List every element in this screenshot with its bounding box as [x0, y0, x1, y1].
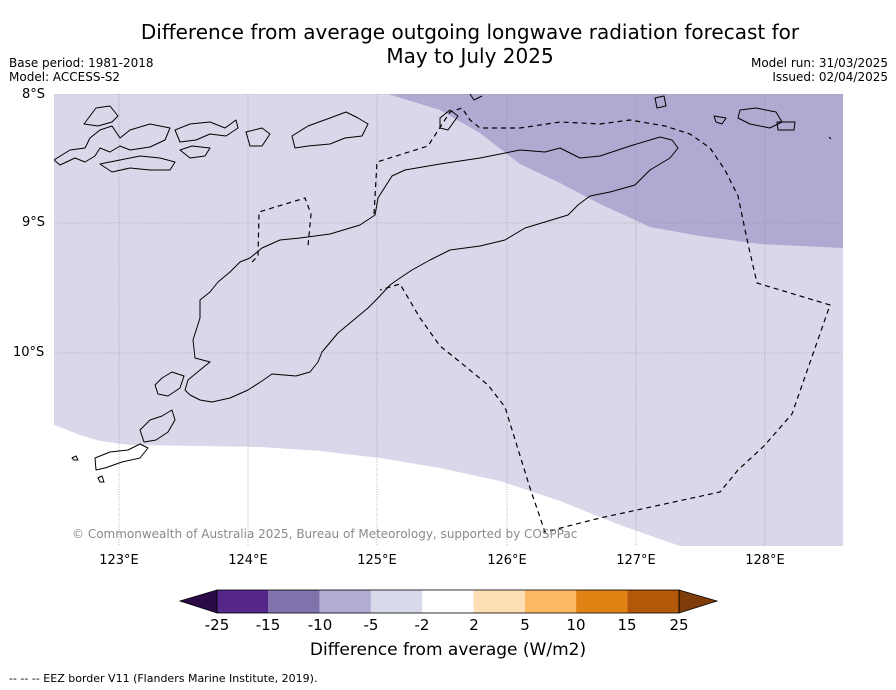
lat-label-8s: 8°S — [22, 87, 46, 102]
colorbar-tick: -10 — [307, 616, 333, 634]
colorbar-band — [473, 590, 525, 613]
lat-label-10s: 10°S — [13, 345, 45, 360]
colorbar-band — [422, 590, 474, 613]
colorbar-band — [268, 590, 320, 613]
lon-label-125e: 125°E — [357, 553, 397, 568]
copyright-notice: © Commonwealth of Australia 2025, Bureau… — [72, 527, 578, 541]
colorbar-band — [627, 590, 679, 613]
colorbar-tick: 5 — [520, 616, 530, 634]
colorbar-max-arrow — [678, 589, 719, 614]
lon-label-126e: 126°E — [487, 553, 527, 568]
title-line-1: Difference from average outgoing longwav… — [140, 20, 800, 44]
meta-left: Base period: 1981-2018 Model: ACCESS-S2 — [9, 56, 154, 84]
colorbar-tick: -2 — [414, 616, 430, 634]
colorbar-tick: 2 — [469, 616, 479, 634]
eez-border-central — [373, 107, 831, 533]
colorbar-band — [524, 590, 577, 613]
graticule — [54, 94, 843, 546]
eez-border-north — [251, 197, 312, 263]
eez-legend-note: -- -- -- EEZ border V11 (Flanders Marine… — [9, 672, 318, 685]
colorbar-tick: -15 — [255, 616, 281, 634]
base-period: Base period: 1981-2018 — [9, 56, 154, 70]
colorbar-tick: -25 — [204, 616, 230, 634]
colorbar-band — [319, 590, 371, 613]
rote-island-outline — [154, 371, 185, 397]
model-run: Model run: 31/03/2025 — [750, 56, 888, 70]
eez-borders — [251, 107, 831, 533]
colorbar-band — [217, 590, 269, 613]
meta-right: Model run: 31/03/2025 Issued: 02/04/2025 — [751, 56, 888, 84]
colorbar-tick: 10 — [566, 616, 586, 634]
northern-islands-outline — [54, 123, 171, 166]
colorbar-band — [576, 590, 628, 613]
title-line-2: May to July 2025 — [386, 44, 554, 68]
colorbar-tick: 25 — [669, 616, 689, 634]
lon-label-124e: 124°E — [228, 553, 268, 568]
colorbar-graphic — [178, 589, 719, 614]
issued-date: Issued: 02/04/2025 — [772, 70, 888, 84]
lon-label-123e: 123°E — [99, 553, 139, 568]
model-name: Model: ACCESS-S2 — [9, 70, 121, 84]
colorbar-tick: 15 — [617, 616, 637, 634]
coastlines — [54, 94, 832, 483]
anomaly-band-neutral — [54, 425, 680, 546]
colorbar-tick: -5 — [363, 616, 379, 634]
lon-label-128e: 128°E — [745, 553, 785, 568]
lat-label-9s: 9°S — [22, 215, 46, 230]
colorbar-min-arrow — [178, 589, 218, 614]
colorbar-label: Difference from average (W/m2) — [309, 640, 587, 660]
lon-label-127e: 127°E — [616, 553, 656, 568]
colorbar-band — [370, 590, 423, 613]
timor-island-outline — [184, 136, 679, 403]
anomaly-band-mid — [388, 94, 843, 248]
map-title: Difference from average outgoing longwav… — [100, 20, 840, 68]
